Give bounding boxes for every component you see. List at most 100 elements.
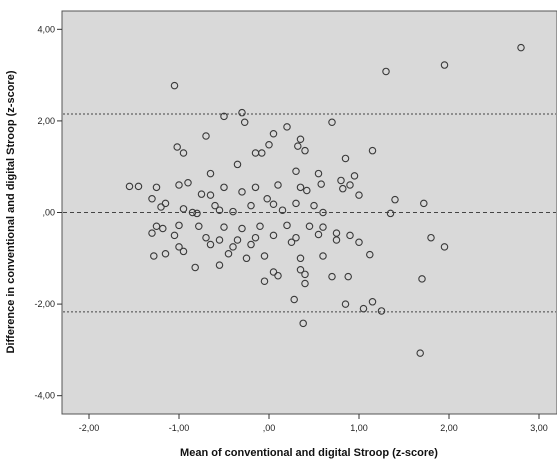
data-point xyxy=(240,118,249,127)
data-point xyxy=(386,209,395,218)
x-tick-label: 2,00 xyxy=(440,423,458,433)
data-point xyxy=(350,172,359,180)
data-point xyxy=(157,203,165,211)
data-point xyxy=(170,231,179,240)
data-point xyxy=(346,231,354,240)
y-axis-title: Difference in conventional and digital S… xyxy=(5,70,17,353)
data-point xyxy=(355,238,363,247)
data-point xyxy=(202,132,210,140)
data-point xyxy=(294,142,302,150)
data-point xyxy=(303,186,311,195)
data-point xyxy=(260,277,269,285)
data-point xyxy=(247,201,255,210)
data-point xyxy=(263,195,271,203)
data-point xyxy=(206,191,215,199)
data-point xyxy=(341,154,350,163)
reference-lines xyxy=(63,113,556,313)
data-point xyxy=(317,180,325,188)
data-point xyxy=(269,268,278,276)
data-point xyxy=(382,67,390,76)
data-point xyxy=(290,295,298,304)
y-tick-label: -2,00 xyxy=(34,299,55,309)
y-tick-label: -4,00 xyxy=(34,391,55,401)
data-point xyxy=(229,207,237,216)
data-point xyxy=(260,252,269,260)
data-point xyxy=(301,146,309,155)
data-point xyxy=(292,167,300,176)
data-point xyxy=(283,123,291,131)
data-point xyxy=(332,236,341,244)
data-point xyxy=(440,243,449,251)
data-point xyxy=(305,222,314,230)
data-point xyxy=(314,230,323,239)
data-point xyxy=(269,200,278,209)
data-point xyxy=(188,208,197,217)
data-point xyxy=(296,135,305,143)
y-tick-label: 4,00 xyxy=(37,24,55,34)
data-point xyxy=(150,252,158,260)
data-point xyxy=(269,129,278,138)
y-axis-ticks: 4,00 2,00 ,00 -2,00 -4,00 xyxy=(34,24,62,401)
data-point xyxy=(269,231,278,240)
data-point xyxy=(359,304,368,313)
data-point xyxy=(265,140,273,149)
data-point xyxy=(427,233,435,242)
data-point xyxy=(420,199,428,208)
x-tick-label: 3,00 xyxy=(530,423,548,433)
data-point xyxy=(170,81,179,90)
data-point xyxy=(328,118,336,127)
data-point xyxy=(256,222,264,230)
data-point xyxy=(310,201,318,210)
data-point xyxy=(202,233,210,242)
data-point xyxy=(344,272,352,281)
data-point xyxy=(161,199,170,208)
data-point xyxy=(337,176,345,185)
data-point xyxy=(179,205,188,213)
data-point xyxy=(299,319,307,328)
data-point xyxy=(224,249,233,258)
data-point xyxy=(206,169,215,178)
data-point xyxy=(175,221,183,230)
data-point xyxy=(238,188,246,196)
data-point xyxy=(215,206,224,214)
data-point xyxy=(148,195,156,203)
data-point xyxy=(287,238,296,247)
data-point xyxy=(193,209,201,218)
data-point xyxy=(314,169,323,178)
data-point xyxy=(159,224,167,233)
data-point xyxy=(296,265,305,274)
data-point xyxy=(283,221,291,230)
data-point xyxy=(229,243,237,251)
data-point xyxy=(301,270,309,279)
data-point xyxy=(220,112,228,121)
data-point xyxy=(173,143,181,151)
data-point xyxy=(319,252,327,260)
data-point xyxy=(152,222,161,230)
data-point xyxy=(377,307,386,315)
data-point xyxy=(215,236,224,244)
data-point xyxy=(215,261,224,269)
data-point xyxy=(319,208,327,217)
data-point xyxy=(161,249,170,258)
data-point xyxy=(242,254,251,263)
y-tick-label: 2,00 xyxy=(37,116,55,126)
data-point xyxy=(341,300,350,308)
data-point xyxy=(134,182,143,191)
data-point xyxy=(274,271,282,280)
data-point xyxy=(125,182,134,191)
x-tick-label: -2,00 xyxy=(79,423,100,433)
data-point xyxy=(195,222,203,230)
data-point xyxy=(296,254,305,263)
data-point xyxy=(368,298,377,306)
data-point xyxy=(416,349,424,357)
data-point xyxy=(233,160,242,169)
data-point xyxy=(251,183,260,192)
data-point xyxy=(440,61,449,69)
data-point xyxy=(274,181,282,189)
data-point xyxy=(238,108,246,117)
data-point xyxy=(418,275,426,283)
data-point xyxy=(197,190,206,198)
data-point xyxy=(339,184,347,193)
data-point xyxy=(179,149,188,157)
